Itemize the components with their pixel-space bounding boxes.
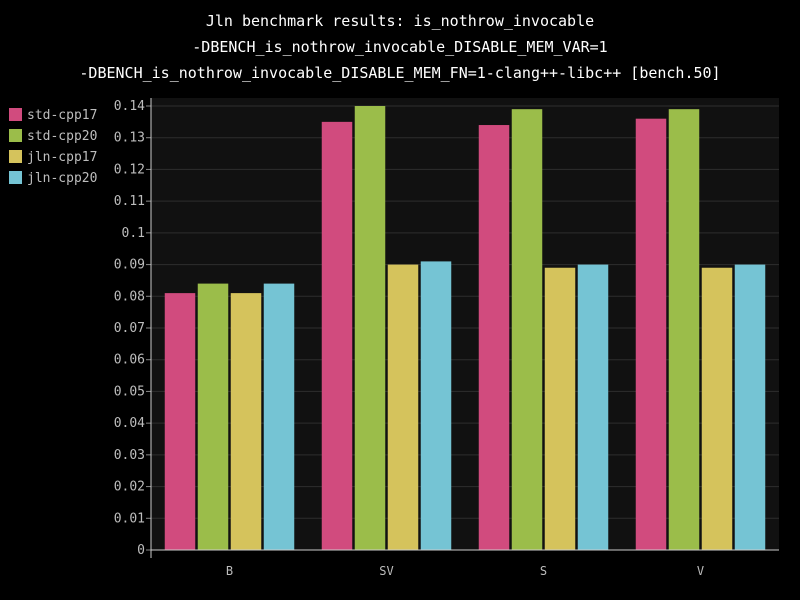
x-category-label: SV	[379, 564, 393, 578]
y-tick-label: 0.07	[114, 321, 145, 336]
legend-swatch-jln-cpp20	[9, 171, 22, 184]
x-category-label: S	[540, 564, 547, 578]
y-tick-label: 0.09	[114, 258, 145, 273]
bar-std-cpp17-B	[164, 293, 196, 550]
legend: std-cpp17 std-cpp20 jln-cpp17 jln-cpp20	[9, 108, 97, 186]
bar-jln-cpp20-S	[577, 264, 609, 550]
legend-label-std-cpp20: std-cpp20	[27, 129, 97, 144]
bar-jln-cpp17-B	[230, 293, 262, 550]
y-tick-label: 0.1	[122, 226, 145, 241]
legend-swatch-std-cpp20	[9, 129, 22, 142]
x-category-label: V	[697, 564, 704, 578]
y-tick-labels: 0 0.01 0.02 0.03 0.04 0.05 0.06 0.07 0.08 0.09 0.1…	[114, 99, 145, 558]
bar-std-cpp20-B	[197, 283, 229, 550]
legend-label-jln-cpp20: jln-cpp20	[27, 171, 97, 186]
y-tick-label: 0	[137, 543, 145, 558]
legend-label-jln-cpp17: jln-cpp17	[27, 150, 97, 165]
y-tick-label: 0.03	[114, 448, 145, 463]
bar-std-cpp17-SV	[321, 121, 353, 550]
title-line-3: -DBENCH_is_nothrow_invocable_DISABLE_MEM…	[79, 64, 720, 82]
y-tick-label: 0.05	[114, 384, 145, 399]
bar-jln-cpp17-S	[544, 267, 576, 550]
bar-jln-cpp20-B	[263, 283, 295, 550]
y-tick-label: 0.08	[114, 289, 145, 304]
bar-std-cpp20-V	[668, 109, 700, 551]
y-tick-label: 0.04	[114, 416, 145, 431]
title-line-1: Jln benchmark results: is_nothrow_invoca…	[206, 12, 594, 30]
y-tick-label: 0.11	[114, 194, 145, 209]
y-tick-label: 0.02	[114, 480, 145, 495]
title-line-2: -DBENCH_is_nothrow_invocable_DISABLE_MEM…	[192, 38, 607, 56]
bar-jln-cpp17-V	[701, 267, 733, 550]
bar-jln-cpp17-SV	[387, 264, 419, 550]
y-tick-label: 0.13	[114, 131, 145, 146]
bars	[164, 106, 766, 551]
bar-std-cpp17-V	[635, 118, 667, 550]
y-tick-label: 0.12	[114, 162, 145, 177]
y-tick-label: 0.01	[114, 511, 145, 526]
y-tick-label: 0.06	[114, 353, 145, 368]
x-category-labels: B SV S V	[226, 564, 704, 578]
legend-label-std-cpp17: std-cpp17	[27, 108, 97, 123]
bar-std-cpp20-SV	[354, 106, 386, 550]
y-tick-label: 0.14	[114, 99, 145, 114]
bar-std-cpp17-S	[478, 125, 510, 551]
legend-swatch-std-cpp17	[9, 108, 22, 121]
axes	[150, 98, 779, 558]
bar-jln-cpp20-V	[734, 264, 766, 550]
chart-title: Jln benchmark results: is_nothrow_invoca…	[79, 12, 720, 82]
bar-jln-cpp20-SV	[420, 261, 452, 550]
legend-swatch-jln-cpp17	[9, 150, 22, 163]
x-category-label: B	[226, 564, 233, 578]
bar-std-cpp20-S	[511, 109, 543, 551]
